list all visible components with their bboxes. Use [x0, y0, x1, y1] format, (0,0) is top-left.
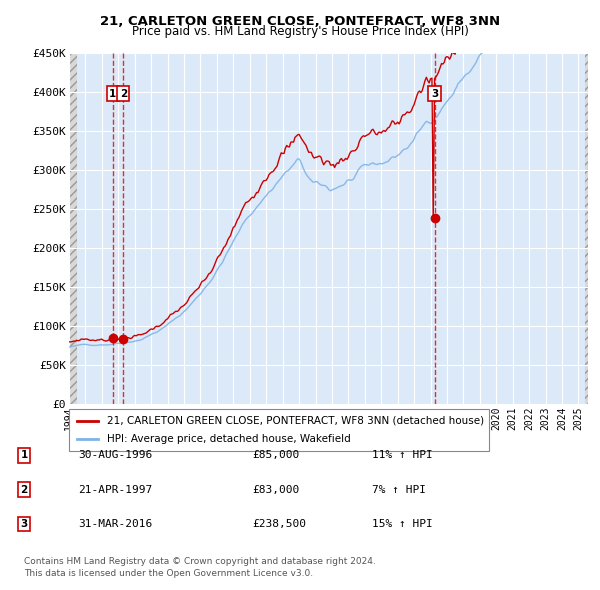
Text: 2: 2: [20, 485, 28, 494]
Text: 11% ↑ HPI: 11% ↑ HPI: [372, 451, 433, 460]
Text: HPI: Average price, detached house, Wakefield: HPI: Average price, detached house, Wake…: [107, 434, 350, 444]
Text: 1: 1: [109, 88, 116, 99]
Text: Price paid vs. HM Land Registry's House Price Index (HPI): Price paid vs. HM Land Registry's House …: [131, 25, 469, 38]
Text: 21, CARLETON GREEN CLOSE, PONTEFRACT, WF8 3NN (detached house): 21, CARLETON GREEN CLOSE, PONTEFRACT, WF…: [107, 416, 484, 426]
Text: Contains HM Land Registry data © Crown copyright and database right 2024.
This d: Contains HM Land Registry data © Crown c…: [24, 558, 376, 578]
Text: £83,000: £83,000: [252, 485, 299, 494]
Text: 30-AUG-1996: 30-AUG-1996: [78, 451, 152, 460]
Text: 3: 3: [431, 88, 438, 99]
Text: 21, CARLETON GREEN CLOSE, PONTEFRACT, WF8 3NN: 21, CARLETON GREEN CLOSE, PONTEFRACT, WF…: [100, 15, 500, 28]
Text: 7% ↑ HPI: 7% ↑ HPI: [372, 485, 426, 494]
Bar: [585, 53, 588, 404]
Text: £238,500: £238,500: [252, 519, 306, 529]
Text: 21-APR-1997: 21-APR-1997: [78, 485, 152, 494]
Text: 2: 2: [119, 88, 127, 99]
Text: £85,000: £85,000: [252, 451, 299, 460]
Bar: [69, 53, 77, 404]
Text: 3: 3: [20, 519, 28, 529]
Text: 15% ↑ HPI: 15% ↑ HPI: [372, 519, 433, 529]
FancyBboxPatch shape: [69, 409, 489, 451]
Text: 31-MAR-2016: 31-MAR-2016: [78, 519, 152, 529]
Text: 1: 1: [20, 451, 28, 460]
